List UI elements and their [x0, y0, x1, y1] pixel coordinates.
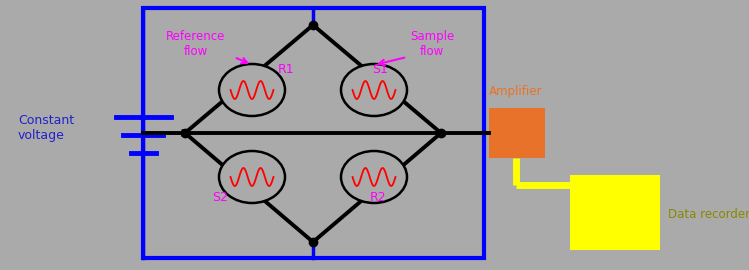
Text: Constant
voltage: Constant voltage [18, 113, 74, 143]
Text: S1: S1 [372, 63, 388, 76]
Text: Data recorder: Data recorder [668, 208, 749, 221]
Text: Amplifier: Amplifier [489, 85, 543, 98]
Text: R2: R2 [370, 191, 386, 204]
Ellipse shape [219, 64, 285, 116]
Ellipse shape [219, 151, 285, 203]
Bar [570, 175, 660, 250]
Text: S2: S2 [212, 191, 228, 204]
Ellipse shape [341, 151, 407, 203]
Text: R1: R1 [278, 63, 294, 76]
Text: Sample
flow: Sample flow [410, 30, 454, 58]
Bar [143, 8, 484, 258]
Ellipse shape [341, 64, 407, 116]
Text: Reference
flow: Reference flow [166, 30, 225, 58]
Bar [489, 108, 545, 158]
